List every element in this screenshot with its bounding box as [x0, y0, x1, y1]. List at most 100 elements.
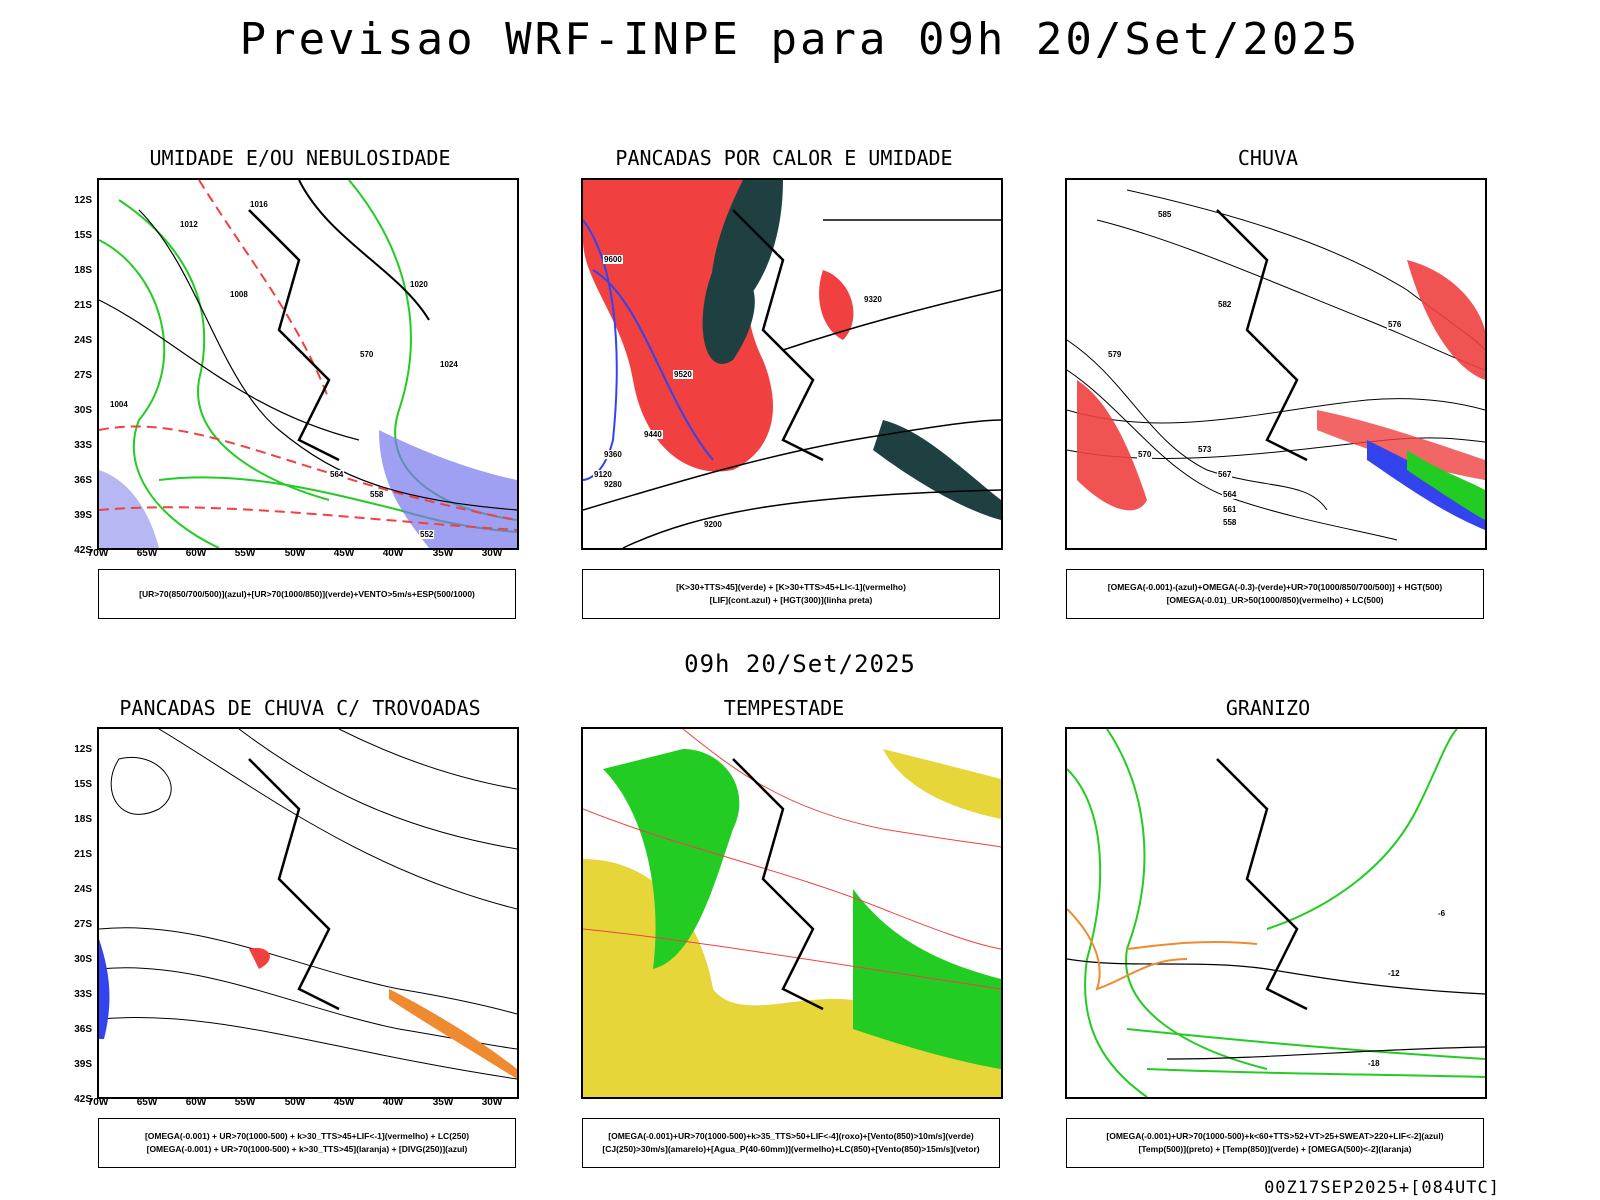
legend-line: [CJ(250)>30m/s](amarelo)+[Agua_P(40-60mm… [602, 1144, 980, 1154]
lat-label: 12S [74, 744, 92, 755]
contour-label: -18 [1367, 1059, 1381, 1068]
lat-label: 21S [74, 300, 92, 311]
contour-label: 579 [1107, 350, 1123, 359]
legend-line: [OMEGA(-0.001)-(azul)+OMEGA(-0.3)-(verde… [1107, 582, 1443, 592]
map-granizo: -18 -12 -6 [1065, 727, 1487, 1099]
contour-label: 9360 [603, 450, 623, 459]
lat-label: 39S [74, 510, 92, 521]
contour-label: 570 [359, 350, 375, 359]
lat-label: 30S [74, 954, 92, 965]
map-tempestade-graphics [583, 729, 1001, 1097]
contour-label: 1016 [249, 200, 269, 209]
panel-title-pancadas-calor: PANCADAS POR CALOR E UMIDADE [615, 146, 953, 170]
contour-label: 1004 [109, 400, 129, 409]
legend-line: [LIF](cont.azul) + [HGT(300)](linha pret… [709, 595, 873, 605]
lon-label: 70W [87, 548, 109, 559]
contour-label: 9320 [863, 295, 883, 304]
legend-trovoadas: [OMEGA(-0.001) + UR>70(1000-500) + k>30_… [98, 1118, 516, 1168]
lon-label: 35W [432, 548, 454, 559]
contour-label: 9280 [603, 480, 623, 489]
legend-pancadas-calor: [K>30+TTS>45](verde) + [K>30+TTS>45+LI<-… [582, 569, 1000, 619]
lat-label: 24S [74, 335, 92, 346]
lat-label: 33S [74, 989, 92, 1000]
panel-title-umidade: UMIDADE E/OU NEBULOSIDADE [149, 146, 451, 170]
map-pancadas-calor: 9600 9520 9440 9360 9280 9200 9120 9320 [581, 178, 1003, 550]
lat-label: 30S [74, 405, 92, 416]
contour-label: -6 [1437, 909, 1447, 918]
legend-line: [OMEGA(-0.001)+UR>70(1000-500)+k>35_TTS>… [608, 1131, 974, 1141]
lat-label: 33S [74, 440, 92, 451]
lon-label: 40W [382, 548, 404, 559]
contour-label: 564 [329, 470, 345, 479]
legend-line: [K>30+TTS>45](verde) + [K>30+TTS>45+LI<-… [676, 582, 906, 592]
lat-label: 15S [74, 779, 92, 790]
lat-label: 18S [74, 814, 92, 825]
lon-label: 30W [481, 1097, 503, 1108]
lon-label: 65W [136, 548, 158, 559]
map-trovoadas-graphics [99, 729, 517, 1080]
legend-line: [UR>70(850/700/500)](azul)+[UR>70(1000/8… [139, 588, 475, 599]
contour-label: 573 [1197, 445, 1213, 454]
legend-granizo: [OMEGA(-0.001)+UR>70(1000-500)+k<60+TTS>… [1066, 1118, 1484, 1168]
contour-label: 1020 [409, 280, 429, 289]
lon-label: 45W [333, 548, 355, 559]
lon-label: 40W [382, 1097, 404, 1108]
legend-line: [OMEGA(-0.001)+UR>70(1000-500)+k<60+TTS>… [1106, 1131, 1444, 1141]
panel-title-tempestade: TEMPESTADE [723, 696, 845, 720]
legend-umidade: [UR>70(850/700/500)](azul)+[UR>70(1000/8… [98, 569, 516, 619]
legend-tempestade: [OMEGA(-0.001)+UR>70(1000-500)+k>35_TTS>… [582, 1118, 1000, 1168]
contour-label: 9120 [593, 470, 613, 479]
lon-label: 30W [481, 548, 503, 559]
lon-label: 50W [284, 548, 306, 559]
lon-label: 55W [234, 548, 256, 559]
contour-label: 561 [1222, 505, 1238, 514]
contour-label: 9520 [673, 370, 693, 379]
lon-label: 60W [185, 548, 207, 559]
map-umidade-graphics [99, 180, 517, 548]
contour-label: 576 [1387, 320, 1403, 329]
map-granizo-graphics [1067, 729, 1485, 1097]
contour-label: 564 [1222, 490, 1238, 499]
contour-label: 9200 [703, 520, 723, 529]
legend-chuva: [OMEGA(-0.001)-(azul)+OMEGA(-0.3)-(verde… [1066, 569, 1484, 619]
page-title: Previsao WRF-INPE para 09h 20/Set/2025 [239, 14, 1361, 65]
map-chuva: 585 582 579 576 573 570 567 564 561 558 [1065, 178, 1487, 550]
lat-label: 27S [74, 370, 92, 381]
contour-label: 9440 [643, 430, 663, 439]
contour-label: 1008 [229, 290, 249, 299]
lat-label: 42S [74, 1094, 92, 1105]
lat-label: 18S [74, 265, 92, 276]
contour-label: 558 [1222, 518, 1238, 527]
contour-label: 1012 [179, 220, 199, 229]
legend-line: [Temp(500)](preto) + [Temp(850)](verde) … [1138, 1144, 1412, 1154]
lat-label: 21S [74, 849, 92, 860]
map-tempestade [581, 727, 1003, 1099]
lat-label: 36S [74, 475, 92, 486]
lat-label: 24S [74, 884, 92, 895]
contour-label: 9600 [603, 255, 623, 264]
map-umidade: 1016 1012 1008 1004 1020 1024 570 564 558 552 [97, 178, 519, 550]
legend-line: [OMEGA(-0.01)_UR>50(1000/850)(vermelho) … [1166, 595, 1384, 605]
lon-label: 45W [333, 1097, 355, 1108]
contour-label: -12 [1387, 969, 1401, 978]
run-stamp: 00Z17SEP2025+[084UTC] [1264, 1178, 1500, 1198]
map-trovoadas [97, 727, 519, 1099]
lon-label: 70W [87, 1097, 109, 1108]
lon-label: 35W [432, 1097, 454, 1108]
contour-label: 567 [1217, 470, 1233, 479]
lat-label: 27S [74, 919, 92, 930]
map-pancadas-calor-graphics [583, 180, 1001, 548]
legend-line: [OMEGA(-0.001) + UR>70(1000-500) + k>30_… [144, 1131, 470, 1141]
lat-label: 15S [74, 230, 92, 241]
lat-label: 12S [74, 195, 92, 206]
contour-label: 570 [1137, 450, 1153, 459]
forecast-time: 09h 20/Set/2025 [684, 650, 916, 678]
lon-label: 65W [136, 1097, 158, 1108]
lon-label: 55W [234, 1097, 256, 1108]
contour-label: 1024 [439, 360, 459, 369]
lat-label: 39S [74, 1059, 92, 1070]
lat-label: 42S [74, 545, 92, 556]
panel-title-granizo: GRANIZO [1225, 696, 1311, 720]
contour-label: 552 [419, 530, 435, 539]
contour-label: 582 [1217, 300, 1233, 309]
